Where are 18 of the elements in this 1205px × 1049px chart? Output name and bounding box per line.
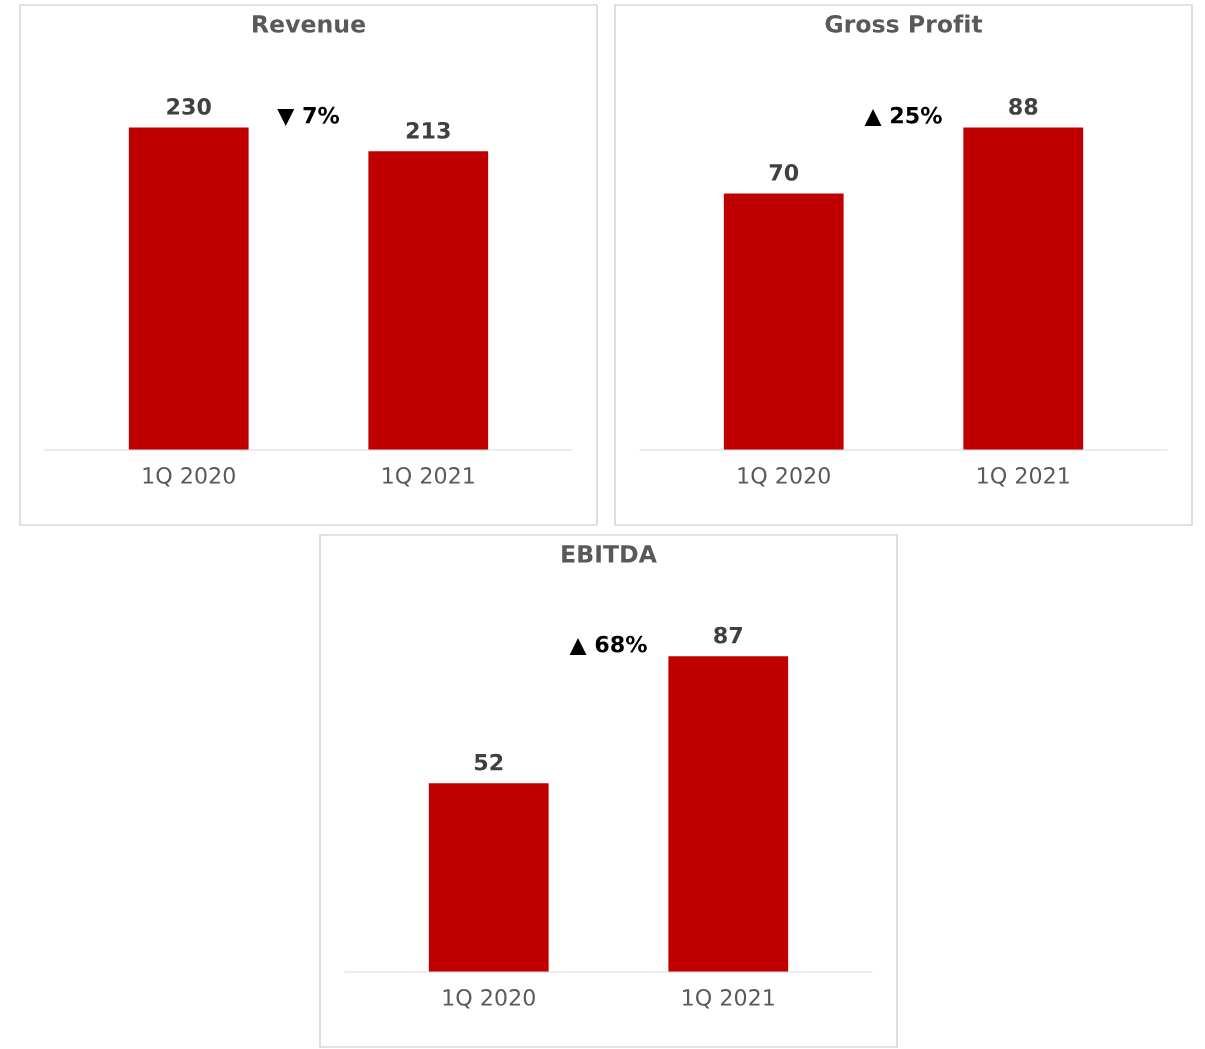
chart-title: Gross Profit <box>825 14 983 33</box>
x-tick-label: 1Q 2021 <box>683 989 774 1009</box>
data-label: 52 <box>474 753 503 771</box>
x-tick-label: 1Q 2020 <box>143 467 235 487</box>
x-tick-label: 1Q 2021 <box>978 467 1069 487</box>
x-tick-label: 1Q 2021 <box>383 467 474 487</box>
data-label: 87 <box>714 626 742 644</box>
text: ▲ 68% <box>569 635 647 655</box>
chart-title: Revenue <box>253 15 365 33</box>
data-label: 70 <box>769 164 799 181</box>
chart-title: EBITDA <box>562 545 657 563</box>
text: ▼ 7% <box>277 106 340 127</box>
text: ▲ 25% <box>864 106 942 127</box>
data-label: 230 <box>167 98 211 115</box>
data-label: 213 <box>406 121 450 139</box>
x-tick-label: 1Q 2020 <box>443 989 535 1009</box>
data-label: 88 <box>1009 98 1038 115</box>
x-tick-label: 1Q 2020 <box>738 467 830 487</box>
